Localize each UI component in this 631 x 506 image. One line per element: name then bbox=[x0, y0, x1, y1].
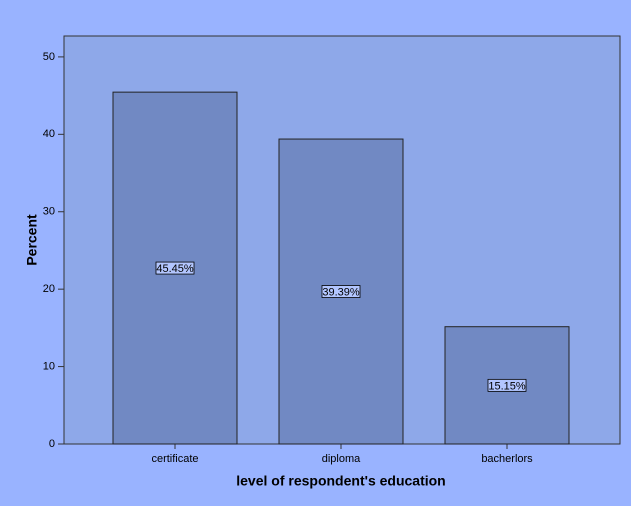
value-label: 39.39% bbox=[322, 286, 360, 298]
x-tick-label: bacherlors bbox=[481, 453, 533, 465]
value-label: 15.15% bbox=[488, 380, 526, 392]
y-axis-title: Percent bbox=[24, 214, 40, 266]
value-label-box bbox=[487, 378, 527, 392]
y-tick-label: 50 bbox=[43, 51, 55, 63]
y-tick-label: 20 bbox=[43, 283, 55, 295]
x-axis-title: level of respondent's education bbox=[236, 473, 445, 489]
x-tick-label: diploma bbox=[322, 453, 361, 465]
x-tick-label: certificate bbox=[151, 453, 198, 465]
value-label-box bbox=[155, 261, 195, 275]
y-tick-label: 30 bbox=[43, 206, 55, 218]
y-tick-label: 0 bbox=[49, 438, 55, 450]
y-tick-label: 10 bbox=[43, 360, 55, 372]
y-tick-label: 40 bbox=[43, 128, 55, 140]
value-label-box bbox=[321, 285, 361, 298]
value-label: 45.45% bbox=[156, 263, 194, 275]
